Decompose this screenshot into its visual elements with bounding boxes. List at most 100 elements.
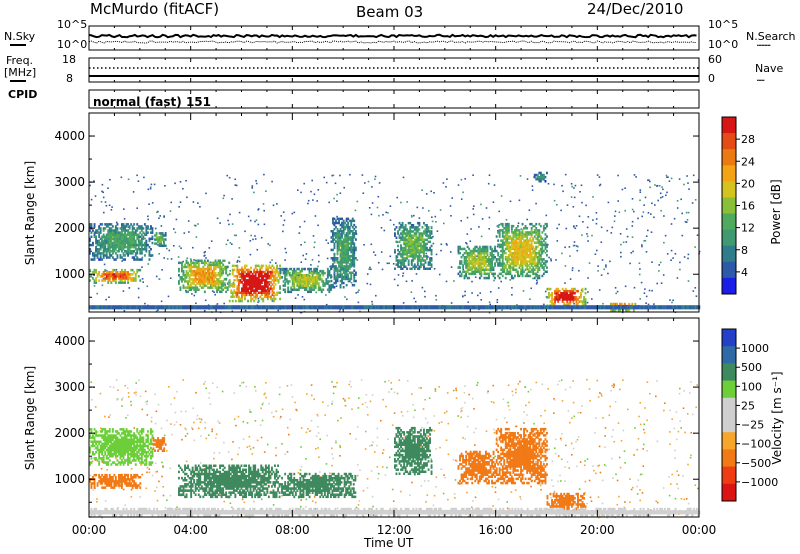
- scatter-point: [238, 211, 241, 214]
- heatmap-cell: [214, 267, 217, 271]
- scatter-point: [355, 292, 357, 294]
- heatmap-cell: [631, 302, 634, 306]
- heatmap-cell: [228, 279, 231, 282]
- heatmap-cell: [237, 289, 240, 292]
- heatmap-cell: [139, 252, 142, 255]
- heatmap-cell: [155, 232, 158, 235]
- heatmap-cell: [259, 274, 262, 278]
- heatmap-cell: [288, 274, 291, 277]
- scatter-point: [174, 182, 176, 185]
- heatmap-cell: [216, 263, 218, 267]
- heatmap-cell: [206, 259, 209, 262]
- scatter-point: [317, 415, 319, 417]
- heatmap-cell: [284, 288, 287, 291]
- date-label: 24/Dec/2010: [587, 0, 684, 18]
- heatmap-cell: [291, 274, 294, 277]
- scatter-point: [263, 223, 266, 226]
- scatter-point: [672, 257, 674, 259]
- scatter-point: [285, 251, 287, 254]
- scatter-point: [497, 230, 499, 232]
- heatmap-cell: [276, 268, 278, 272]
- scatter-point: [336, 215, 338, 218]
- heatmap-cell: [179, 276, 182, 279]
- scatter-point: [558, 223, 560, 226]
- scatter-point: [254, 238, 257, 240]
- heatmap-cell: [130, 268, 133, 272]
- heatmap-cell: [250, 293, 252, 297]
- heatmap-cell: [313, 269, 316, 273]
- scatter-point: [629, 262, 631, 265]
- heatmap-cell: [254, 281, 257, 284]
- scatter-point: [614, 210, 617, 213]
- scatter-point: [246, 422, 249, 424]
- heatmap-cell: [239, 274, 242, 278]
- scatter-point: [182, 379, 184, 381]
- heatmap-cell: [128, 275, 131, 278]
- scatter-point: [370, 243, 373, 246]
- heatmap-cell: [208, 271, 211, 275]
- heatmap-cell: [302, 280, 305, 283]
- heatmap-cell: [147, 225, 149, 228]
- scatter-point: [624, 209, 626, 212]
- heatmap-cell: [265, 268, 268, 272]
- scatter-point: [397, 284, 399, 287]
- scatter-point: [645, 295, 648, 298]
- heatmap-cell: [122, 254, 125, 257]
- heatmap-cell: [96, 275, 99, 278]
- scatter-point: [236, 259, 239, 262]
- heatmap-cell: [95, 245, 97, 249]
- scatter-point: [496, 301, 499, 304]
- scatter-point: [164, 185, 166, 187]
- heatmap-cell: [185, 274, 188, 277]
- scatter-point: [670, 249, 673, 252]
- heatmap-cell: [314, 278, 317, 281]
- heatmap-cell: [96, 273, 99, 276]
- heatmap-cell: [89, 237, 91, 241]
- heatmap-cell: [133, 271, 136, 274]
- heatmap-cell: [271, 289, 274, 292]
- heatmap-cell: [148, 252, 151, 255]
- heatmap-cell: [546, 222, 548, 226]
- scatter-point: [635, 176, 637, 178]
- heatmap-cell: [285, 271, 288, 275]
- scatter-point: [591, 298, 593, 300]
- heatmap-cell: [305, 282, 308, 285]
- heatmap-cell: [122, 235, 125, 238]
- heatmap-cell: [197, 274, 200, 277]
- scatter-point: [648, 289, 651, 292]
- heatmap-cell: [208, 278, 211, 281]
- scatter-point: [536, 279, 538, 282]
- heatmap-cell: [263, 270, 266, 274]
- heatmap-cell: [551, 292, 553, 295]
- scatter-point: [620, 251, 622, 254]
- heatmap-cell: [211, 278, 214, 281]
- scatter-point: [105, 204, 108, 207]
- heatmap-cell: [313, 267, 316, 271]
- scatter-point: [553, 199, 556, 202]
- heatmap-cell: [279, 277, 281, 280]
- heatmap-cell: [178, 269, 180, 273]
- heatmap-cell: [122, 248, 125, 251]
- heatmap-cell: [394, 248, 396, 252]
- heatmap-cell: [111, 256, 114, 259]
- scatter-point: [466, 233, 469, 235]
- heatmap-cell: [231, 293, 234, 297]
- heatmap-cell: [254, 297, 257, 301]
- heatmap-cell: [111, 275, 114, 278]
- heatmap-cell: [206, 282, 209, 285]
- heatmap-cell: [163, 244, 166, 247]
- scatter-point: [384, 380, 386, 383]
- scatter-point: [386, 262, 389, 265]
- heatmap-cell: [260, 285, 263, 288]
- scatter-point: [194, 224, 197, 227]
- scatter-point: [101, 284, 104, 287]
- heatmap-cell: [182, 286, 185, 289]
- scatter-point: [421, 286, 424, 289]
- heatmap-cell: [95, 239, 97, 243]
- scatter-point: [178, 245, 181, 248]
- heatmap-cell: [244, 289, 246, 292]
- heatmap-cell: [247, 287, 249, 290]
- scatter-point: [115, 221, 118, 224]
- heatmap-cell: [98, 235, 101, 238]
- heatmap-cell: [161, 236, 164, 239]
